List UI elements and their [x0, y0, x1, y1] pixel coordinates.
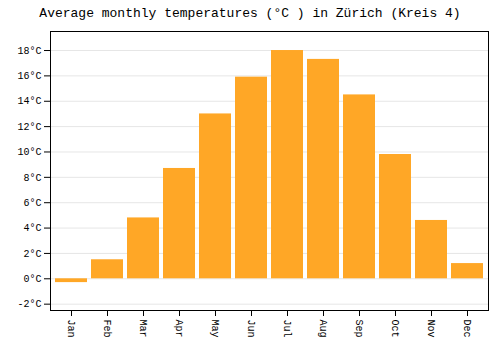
svg-text:Feb: Feb — [101, 320, 112, 338]
svg-text:Sep: Sep — [353, 320, 364, 338]
svg-text:Apr: Apr — [173, 320, 184, 338]
svg-text:14°C: 14°C — [17, 96, 41, 107]
svg-text:4°C: 4°C — [23, 223, 41, 234]
svg-text:Jan: Jan — [65, 320, 76, 338]
svg-text:-2°C: -2°C — [17, 299, 41, 310]
html-text:Average monthly temperatures (: Average monthly temperatures (°C ) in Zü… — [39, 6, 461, 21]
svg-text:12°C: 12°C — [17, 122, 41, 133]
svg-text:Jun: Jun — [245, 320, 256, 338]
svg-text:Dec: Dec — [461, 320, 472, 338]
svg-text:18°C: 18°C — [17, 46, 41, 57]
svg-text:8°C: 8°C — [23, 173, 41, 184]
svg-text:0°C: 0°C — [23, 274, 41, 285]
svg-text:2°C: 2°C — [23, 249, 41, 260]
svg-text:Mar: Mar — [137, 320, 148, 338]
svg-text:10°C: 10°C — [17, 147, 41, 158]
svg-text:May: May — [209, 320, 220, 338]
svg-text:6°C: 6°C — [23, 198, 41, 209]
svg-text:Oct: Oct — [389, 320, 400, 338]
svg-text:Jul: Jul — [281, 320, 292, 338]
svg-text:Nov: Nov — [425, 320, 436, 338]
svg-text:16°C: 16°C — [17, 71, 41, 82]
svg-text:Aug: Aug — [317, 320, 328, 338]
